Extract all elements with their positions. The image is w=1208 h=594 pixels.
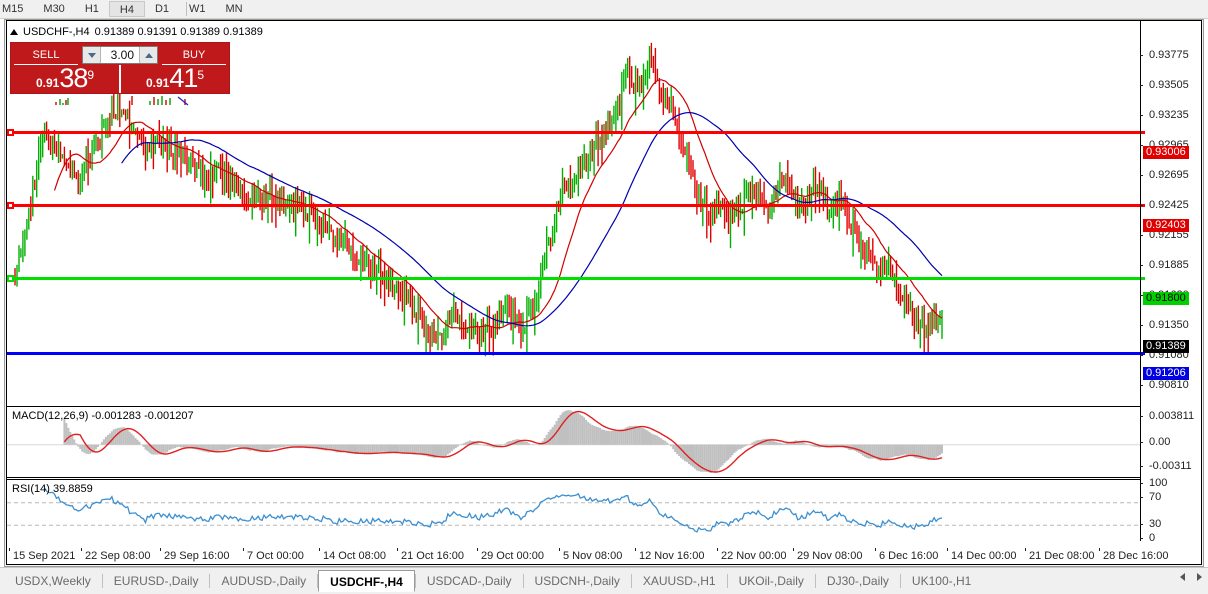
tab-divider: [630, 574, 632, 588]
timeframe-w1[interactable]: W1: [189, 3, 206, 15]
tab-scroll-controls: [1180, 573, 1202, 581]
date-axis-tick: 14 Oct 08:00: [319, 548, 386, 562]
caret-up-icon: [144, 52, 153, 58]
price-level-line[interactable]: [7, 202, 1145, 209]
buy-price-main: 41: [169, 63, 198, 93]
timeframe-toolbar: M15 M30 H1 H4 D1 W1 MN: [0, 0, 1208, 19]
level-anchor-handle[interactable]: [7, 202, 14, 209]
tab-divider: [101, 574, 103, 588]
date-axis-tick: 21 Dec 08:00: [1025, 548, 1094, 562]
timeframe-m15[interactable]: M15: [2, 3, 24, 15]
date-axis-tick: 22 Sep 08:00: [81, 548, 150, 562]
rsi-plot: [7, 487, 1141, 533]
tab-divider: [317, 574, 319, 588]
buy-button[interactable]: BUY: [162, 45, 226, 65]
date-axis-tick: 29 Sep 16:00: [160, 548, 229, 562]
price-level-line[interactable]: [7, 352, 1145, 355]
price-tag-blue: 0.91206: [1143, 367, 1189, 380]
date-axis-tick: 12 Nov 16:00: [635, 548, 704, 562]
volume-decrement-button[interactable]: [83, 47, 101, 63]
chart-tab-audusddaily[interactable]: AUDUSD-,Daily: [221, 574, 307, 588]
date-axis-tick: 5 Nov 08:00: [559, 548, 622, 562]
tab-divider: [899, 574, 901, 588]
sell-price-prefix: 0.91: [35, 76, 60, 90]
volume-stepper[interactable]: 3.00: [82, 46, 158, 64]
buy-price-prefix: 0.91: [145, 76, 170, 90]
volume-input[interactable]: 3.00: [110, 48, 134, 62]
price-tag-green: 0.91800: [1143, 292, 1189, 305]
date-axis-tick: 29 Oct 00:00: [477, 548, 544, 562]
price-tag-red: 0.93006: [1143, 146, 1189, 159]
tab-divider: [726, 574, 728, 588]
caret-down-icon: [87, 52, 96, 58]
level-anchor-handle[interactable]: [7, 129, 14, 136]
date-axis-tick: 29 Nov 08:00: [793, 548, 862, 562]
price-candlestick-plot: [14, 42, 943, 357]
date-axis-tick: 6 Dec 16:00: [875, 548, 938, 562]
chart-tab-usdcaddaily[interactable]: USDCAD-,Daily: [426, 574, 512, 588]
price-axis[interactable]: 0.93775 0.93505 0.93235 0.92965 0.92695 0.924…: [1140, 21, 1202, 544]
timeframe-h4[interactable]: H4: [108, 1, 145, 17]
chart-tab-dj30daily[interactable]: DJ30-,Daily: [826, 574, 889, 588]
timeframe-mn[interactable]: MN: [225, 3, 243, 15]
rsi-indicator-label: RSI(14) 39.8859: [12, 483, 93, 495]
sell-button[interactable]: SELL: [14, 45, 78, 65]
timeframe-h1[interactable]: H1: [84, 3, 99, 15]
arrow-left-icon[interactable]: [1180, 573, 1185, 581]
toolbar-divider: [186, 2, 187, 16]
arrow-right-icon[interactable]: [1197, 573, 1202, 581]
chart-header: USDCHF-,H4 0.91389 0.91391 0.91389 0.913…: [10, 25, 263, 39]
triangle-up-icon[interactable]: [10, 29, 18, 35]
date-axis-tick: 7 Oct 00:00: [243, 548, 304, 562]
axis-separator-line: [1140, 21, 1141, 541]
chart-symbol-label: USDCHF-,H4: [23, 26, 90, 38]
tab-divider: [814, 574, 816, 588]
date-axis-tick: 22 Nov 00:00: [717, 548, 786, 562]
price-tag-red: 0.92403: [1143, 219, 1189, 232]
buy-price-fraction: 5: [197, 68, 205, 82]
price-tag-black: 0.91389: [1143, 340, 1189, 353]
sell-price-display[interactable]: 0.91 38 9: [11, 65, 121, 93]
tab-divider: [209, 574, 211, 588]
chart-tab-ukoildaily[interactable]: UKOil-,Daily: [738, 574, 804, 588]
chart-tab-bar: USDX,Weekly EURUSD-,Daily AUDUSD-,Daily USD…: [0, 567, 1208, 594]
timeframe-d1[interactable]: D1: [154, 3, 169, 15]
date-axis: 15 Sep 2021 22 Sep 08:00 29 Sep 16:00 7 Oct…: [7, 548, 1168, 565]
trade-panel-tick-sparkline: [55, 96, 189, 106]
chart-tab-xauusdh1[interactable]: XAUUSD-,H1: [642, 574, 716, 588]
chart-tab-usdxweekly[interactable]: USDX,Weekly: [15, 574, 91, 588]
macd-indicator-label: MACD(12,26,9) -0.001283 -0.001207: [12, 410, 194, 422]
macd-pane[interactable]: MACD(12,26,9) -0.001283 -0.001207: [7, 406, 1141, 478]
trade-panel-controls: SELL 3.00 BUY: [11, 43, 229, 65]
chart-tab-usdcnhdaily[interactable]: USDCNH-,Daily: [534, 574, 620, 588]
chart-tab-eurusddaily[interactable]: EURUSD-,Daily: [113, 574, 199, 588]
price-level-line[interactable]: [7, 129, 1145, 136]
sell-price-fraction: 9: [87, 68, 95, 82]
rsi-pane[interactable]: RSI(14) 39.8859: [7, 479, 1141, 550]
buy-price-display[interactable]: 0.91 41 5: [121, 65, 229, 93]
volume-increment-button[interactable]: [139, 47, 157, 63]
date-axis-tick: 28 Dec 16:00: [1099, 548, 1168, 562]
price-level-line[interactable]: [7, 275, 1145, 282]
macd-plot: [7, 410, 1141, 473]
chart-tab-uk100h1[interactable]: UK100-,H1: [911, 574, 972, 588]
one-click-trading-panel: SELL 3.00 BUY 0.91 38 9 0.91 41 5: [10, 42, 230, 94]
sell-price-main: 38: [59, 63, 88, 93]
level-anchor-handle[interactable]: [7, 275, 14, 282]
date-axis-tick: 21 Oct 16:00: [397, 548, 464, 562]
date-axis-tick: 15 Sep 2021: [9, 548, 75, 562]
trade-panel-prices: 0.91 38 9 0.91 41 5: [11, 65, 229, 93]
date-axis-tick: 14 Dec 00:00: [947, 548, 1016, 562]
chart-tab-usdchfh4[interactable]: USDCHF-,H4: [318, 570, 415, 592]
chart-ohlc-values: 0.91389 0.91391 0.91389 0.91389: [94, 26, 263, 38]
timeframe-m30[interactable]: M30: [43, 3, 65, 15]
tab-divider: [522, 574, 524, 588]
tab-divider: [414, 574, 416, 588]
